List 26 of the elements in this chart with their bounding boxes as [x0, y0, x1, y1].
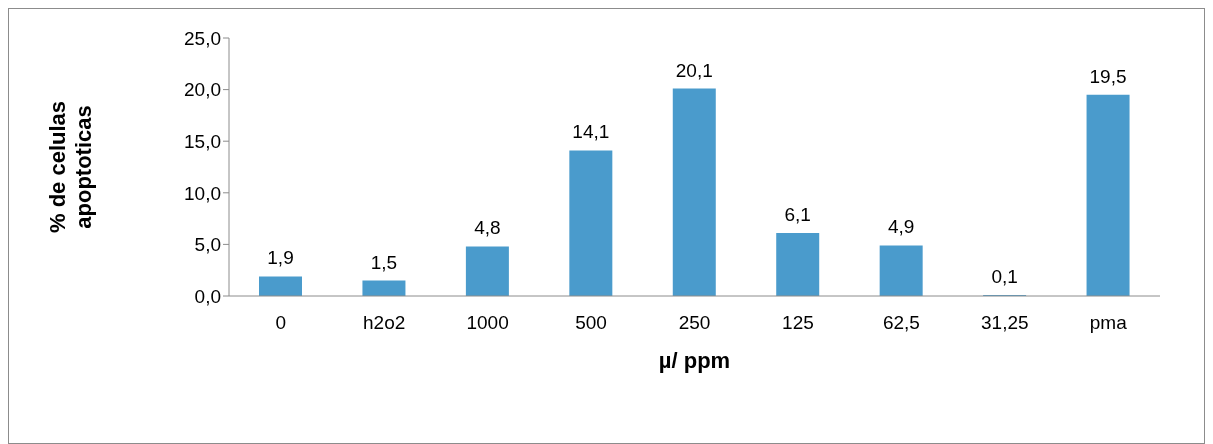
y-axis-title: % de celulas apoptoticas [45, 100, 96, 234]
data-label: 20,1 [675, 59, 713, 81]
x-axis-title: µ/ ppm [658, 348, 731, 373]
y-tick-label: 20,0 [184, 79, 221, 101]
y-tick-label: 15,0 [184, 130, 221, 152]
x-tick-label: pma [1089, 312, 1128, 334]
x-tick-label: 250 [678, 312, 711, 334]
data-label: 4,8 [474, 217, 501, 239]
x-tick-label: 31,25 [981, 312, 1029, 334]
y-tick-label: 0,0 [194, 285, 221, 307]
data-label: 19,5 [1089, 65, 1127, 87]
x-tick-label: 0 [275, 312, 287, 334]
data-label: 4,9 [887, 216, 915, 238]
x-tick-label: 500 [575, 312, 607, 334]
x-tick-label: 125 [782, 312, 814, 334]
x-tick-label: 62,5 [882, 312, 920, 334]
data-label: 6,1 [784, 204, 811, 226]
x-tick-label: h2o2 [363, 312, 406, 334]
x-tick-label: 1000 [466, 312, 509, 334]
y-tick-label: 10,0 [184, 182, 221, 204]
data-label: 1,9 [267, 247, 294, 269]
y-tick-label: 25,0 [184, 27, 221, 49]
data-label: 14,1 [572, 121, 610, 143]
y-tick-label: 5,0 [194, 234, 221, 256]
data-label: 0,1 [991, 265, 1018, 287]
data-label: 1,5 [370, 251, 398, 273]
